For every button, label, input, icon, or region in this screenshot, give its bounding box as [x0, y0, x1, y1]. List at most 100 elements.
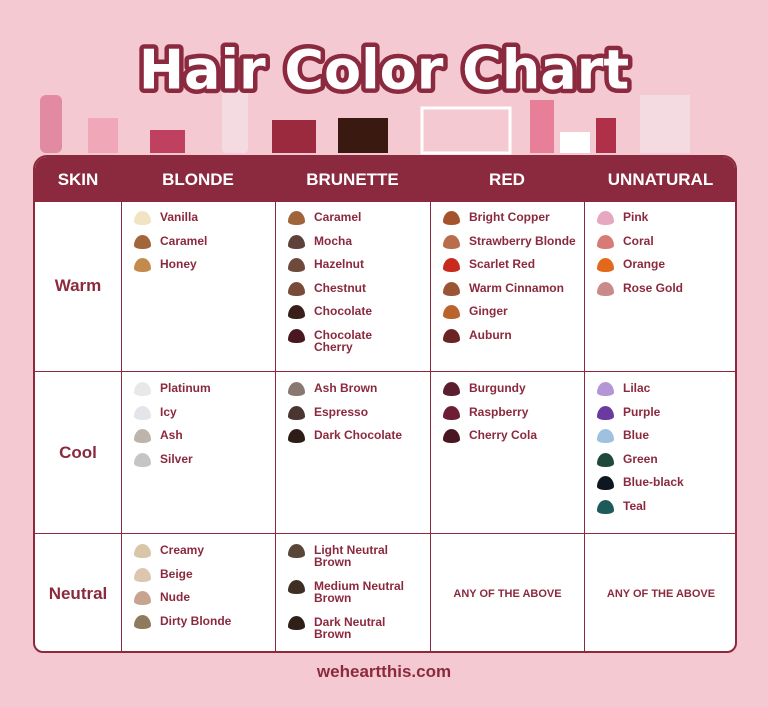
color-item: Light Neutral Brown — [288, 544, 430, 568]
swatch — [597, 476, 614, 490]
swatch — [134, 258, 151, 272]
swatch — [288, 382, 305, 396]
color-item: Ash Brown — [288, 382, 430, 397]
swatch — [134, 544, 151, 558]
table: SKIN BLONDE BRUNETTE RED UNNATURAL Warm Vanill… — [33, 155, 737, 653]
swatch — [597, 499, 614, 514]
color-item: Burgundy — [443, 382, 584, 397]
cell: Platinum Icy Ash Silver — [121, 371, 275, 533]
color-item: Ash — [134, 429, 275, 444]
swatch — [443, 382, 460, 396]
color-item: Honey — [134, 258, 275, 273]
color-name: Nude — [160, 590, 190, 604]
color-item: Raspberry — [443, 404, 584, 421]
column-header: SKIN — [35, 157, 121, 202]
color-item: Nude — [134, 591, 275, 606]
color-item: Strawberry Blonde — [443, 233, 584, 250]
swatch — [134, 614, 151, 629]
column-header: BLONDE — [121, 157, 275, 202]
color-item: Teal — [597, 499, 735, 515]
swatch — [443, 234, 460, 249]
color-name: Strawberry Blonde — [469, 233, 576, 248]
swatch — [134, 405, 151, 420]
color-item: Dirty Blonde — [134, 614, 275, 630]
color-name: Ginger — [469, 304, 508, 318]
decoration — [40, 82, 690, 155]
color-name: Green — [623, 451, 658, 466]
color-item: Espresso — [288, 405, 430, 421]
color-name: Caramel — [314, 210, 362, 224]
swatch — [288, 211, 305, 225]
color-item: Chestnut — [288, 281, 430, 297]
cell: Vanilla Caramel Honey — [121, 200, 275, 371]
swatch — [597, 452, 614, 467]
color-item: Medium Neutral Brown — [288, 580, 430, 604]
color-item: Beige — [134, 566, 275, 583]
color-name: Chocolate — [314, 304, 373, 318]
color-item: Chocolate — [288, 305, 430, 320]
color-name: Coral — [623, 233, 654, 248]
banner: Hair Color Chart — [40, 34, 690, 155]
color-name: Caramel — [160, 233, 208, 248]
swatch — [288, 544, 305, 558]
color-item: Green — [597, 451, 735, 468]
color-name: Raspberry — [469, 404, 529, 419]
color-item: Platinum — [134, 382, 275, 397]
swatch — [443, 211, 460, 225]
color-name: Lilac — [623, 381, 651, 395]
color-name: Ash Brown — [314, 381, 378, 395]
color-item: Orange — [597, 258, 735, 273]
color-item: Silver — [134, 452, 275, 468]
swatch — [597, 234, 614, 249]
swatch — [443, 258, 460, 272]
cell: Pink Coral Orange Rose Gold — [584, 200, 735, 371]
color-item: Blue-black — [597, 476, 735, 491]
color-item: Chocolate Cherry — [288, 327, 430, 354]
color-item: Caramel — [288, 211, 430, 226]
color-name: Mocha — [314, 233, 353, 248]
skin-label: Cool — [35, 371, 121, 533]
swatch — [134, 567, 151, 582]
swatch — [134, 382, 151, 396]
swatch — [443, 328, 460, 343]
color-name: Rose Gold — [623, 280, 684, 295]
color-item: Creamy — [134, 544, 275, 559]
color-item: Vanilla — [134, 211, 275, 226]
swatch — [443, 429, 460, 443]
swatch — [597, 429, 614, 443]
swatch — [288, 405, 305, 420]
color-item: Mocha — [288, 233, 430, 250]
color-name: Platinum — [160, 381, 211, 395]
color-name: Bright Copper — [469, 210, 550, 224]
swatch — [134, 234, 151, 249]
color-item: Lilac — [597, 381, 735, 397]
cell: Caramel Mocha Hazelnut Chestnut Chocolate Cho… — [275, 200, 430, 371]
cell: Light Neutral Brown Medium Neutral Brown D… — [275, 533, 430, 651]
skin-label: Neutral — [35, 533, 121, 651]
cell: Bright Copper Strawberry Blonde Scarlet Re… — [430, 200, 584, 371]
color-name: Chocolate Cherry — [314, 327, 373, 354]
swatch — [134, 211, 151, 225]
skin-label: Warm — [35, 200, 121, 371]
color-item: Dark Neutral Brown — [288, 616, 430, 640]
cell: Burgundy Raspberry Cherry Cola — [430, 371, 584, 533]
color-name: Purple — [623, 404, 661, 419]
color-name: Light Neutral Brown — [314, 543, 388, 569]
swatch — [288, 580, 305, 594]
color-item: Warm Cinnamon — [443, 281, 584, 297]
swatch — [597, 405, 614, 420]
swatch — [597, 281, 614, 296]
swatch — [443, 281, 460, 296]
color-item: Hazelnut — [288, 258, 430, 273]
swatch — [288, 328, 305, 343]
cell: Creamy Beige Nude Dirty Blonde — [121, 533, 275, 651]
color-name: Pink — [623, 210, 649, 224]
color-item: Caramel — [134, 233, 275, 250]
color-name: Medium Neutral Brown — [314, 579, 405, 605]
color-item: Rose Gold — [597, 280, 735, 297]
color-item: Auburn — [443, 328, 584, 344]
column-header: BRUNETTE — [275, 157, 430, 202]
color-name: Beige — [160, 566, 193, 581]
color-item: Cherry Cola — [443, 429, 584, 444]
